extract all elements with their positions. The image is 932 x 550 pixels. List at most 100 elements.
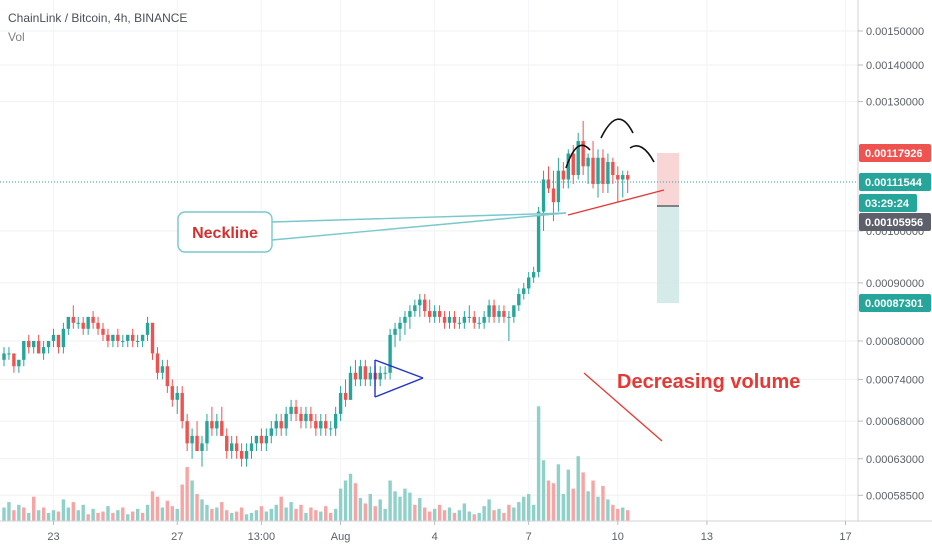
candle (299, 406, 303, 429)
price-tag-bg (859, 173, 931, 191)
candle (56, 334, 61, 354)
candle (81, 316, 85, 335)
candle (66, 316, 71, 335)
volume-bar (200, 499, 204, 521)
volume-bar (155, 496, 160, 521)
volume-bar (81, 504, 85, 521)
volume-bar (556, 464, 561, 521)
candle-body (383, 372, 387, 374)
y-tick-label: 0.00058500 (866, 490, 924, 502)
candle (254, 435, 259, 452)
candle (269, 421, 273, 444)
candle (497, 305, 501, 323)
candle (626, 170, 630, 193)
candle (190, 428, 194, 459)
volume-bar (517, 502, 521, 521)
candle-body (447, 316, 452, 323)
candle (180, 386, 184, 429)
candle-body (626, 175, 630, 180)
volume-bar (363, 503, 368, 521)
candle (596, 149, 600, 198)
candle-body (338, 392, 343, 414)
volume-label: Vol (8, 30, 25, 44)
candle (140, 334, 145, 348)
candle-body (155, 353, 160, 373)
volume-bar (591, 480, 595, 521)
candle-body (131, 334, 135, 341)
volume-bar (507, 504, 511, 521)
price-tag-label: 0.00105956 (865, 217, 923, 229)
candle (7, 347, 11, 360)
volume-bar (502, 512, 506, 521)
triangle-upper-line (374, 359, 424, 379)
volume-bar (358, 498, 363, 521)
candle-body (611, 162, 615, 176)
candle (611, 157, 615, 184)
head-arc (600, 118, 634, 139)
volume-bar (467, 511, 471, 521)
candle-body (264, 435, 269, 444)
volume-bar (477, 512, 481, 521)
candle (561, 162, 566, 189)
candle-body (111, 334, 115, 341)
price-tag-bg (859, 213, 931, 231)
candle (160, 359, 165, 380)
volume-bar (512, 507, 516, 521)
candle (452, 311, 457, 329)
volume-bar (428, 511, 432, 521)
candle (343, 379, 348, 407)
triangle-pattern (374, 359, 424, 398)
candle-body (239, 451, 244, 459)
x-tick-label: 7 (526, 531, 532, 543)
candle-body (215, 421, 219, 429)
candle-body (41, 347, 46, 354)
candle (12, 353, 16, 373)
volume-bar (12, 510, 16, 521)
candle-body (225, 435, 229, 452)
volume-bar (165, 500, 170, 521)
candle (517, 288, 521, 312)
candle-body (220, 421, 224, 436)
candle (220, 406, 224, 436)
candle (46, 340, 51, 354)
candle (447, 311, 452, 329)
volume-bar (601, 485, 605, 521)
x-tick-label: 13:00 (248, 531, 276, 543)
y-tick-label: 0.00150000 (866, 26, 924, 38)
candle (111, 334, 115, 348)
candle-body (269, 428, 273, 436)
candle-body (195, 435, 199, 452)
candle-body (487, 305, 491, 317)
candle (131, 328, 135, 348)
candle-body (66, 316, 71, 329)
volume-bar (383, 508, 387, 521)
volume-bar (304, 512, 308, 521)
candle (319, 413, 323, 436)
price-axis-bg (858, 0, 932, 550)
candle (566, 149, 570, 189)
price-tag-last: 0.00111544 (859, 173, 931, 191)
volume-bar (566, 469, 570, 521)
candle (581, 120, 585, 176)
candle (135, 334, 140, 348)
candle (71, 305, 75, 329)
x-tick-label: 27 (171, 531, 183, 543)
candle-body (437, 311, 442, 317)
candle (259, 428, 264, 452)
volume-bar (51, 510, 56, 521)
candle-body (502, 311, 506, 317)
x-tick-label: 10 (612, 531, 624, 543)
candle (586, 153, 590, 184)
candle (368, 366, 372, 387)
candle-body (86, 316, 90, 329)
y-tick-label: 0.00068000 (866, 416, 924, 428)
candle (274, 413, 278, 436)
candle-body (259, 435, 264, 444)
volume-bar (76, 510, 80, 521)
candle (428, 299, 432, 323)
candle-body (551, 188, 556, 203)
volume-bar (244, 514, 249, 521)
volume-bar (135, 508, 140, 521)
candle-body (353, 372, 358, 380)
